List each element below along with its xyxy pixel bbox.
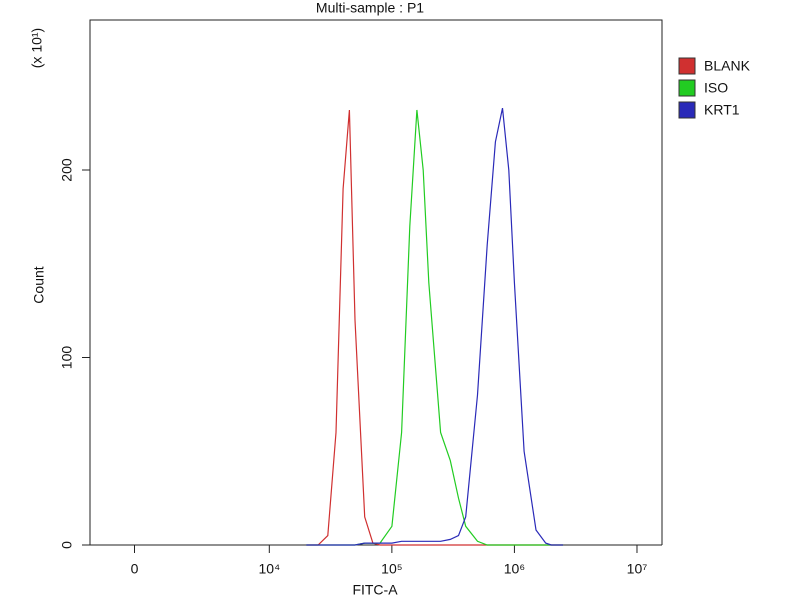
x-tick-label: 10⁶ [504,561,525,577]
y-axis-label: Count [31,266,47,303]
legend-label: BLANK [704,58,751,74]
y-tick-label: 200 [59,158,75,182]
y-scale-note: (x 10¹) [29,28,45,68]
x-tick-label: 10⁴ [259,561,281,577]
x-tick-label: 0 [131,561,139,577]
y-tick-label: 100 [59,346,75,370]
x-tick-label: 10⁵ [381,561,402,577]
legend-swatch [678,79,696,97]
y-tick-label: 0 [59,541,75,549]
histogram-line [306,109,564,546]
x-tick-label: 10⁷ [627,561,648,577]
legend-label: KRT1 [704,102,740,118]
histogram-line [306,107,564,546]
x-axis-label: FITC-A [352,582,398,598]
plot-frame [89,19,663,545]
chart-title: Multi-sample : P1 [316,0,424,16]
legend-label: ISO [704,80,728,96]
legend-swatch [678,101,696,119]
legend-swatch [678,57,696,75]
